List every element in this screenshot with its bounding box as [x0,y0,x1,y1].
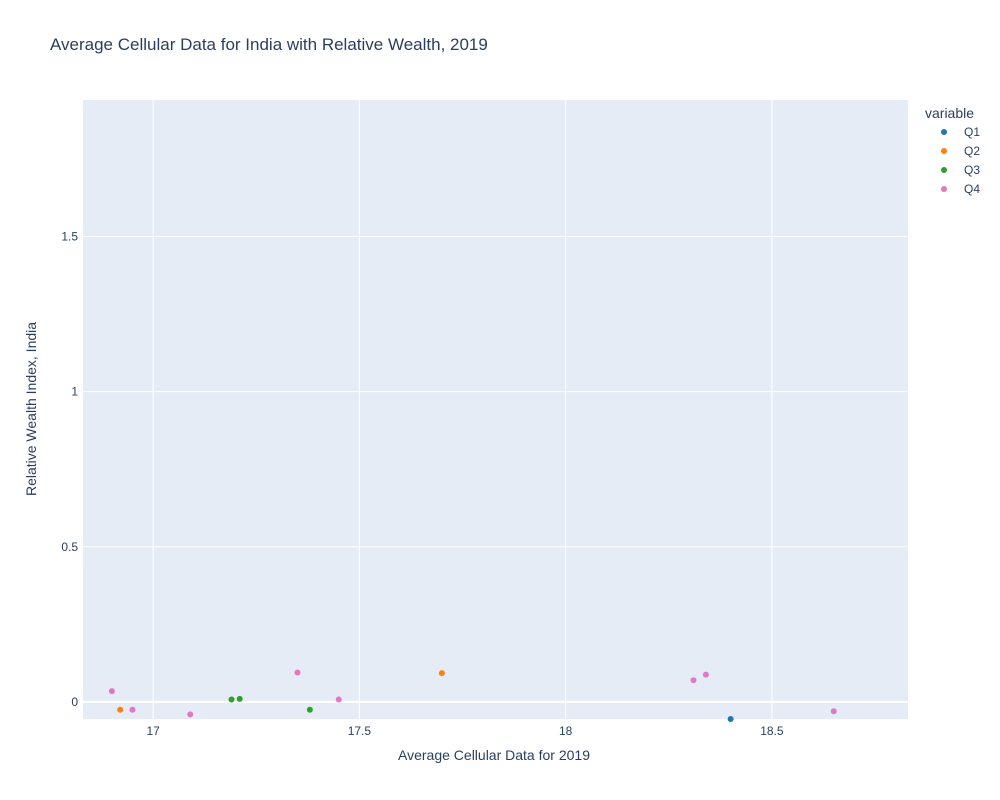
y-tick-label: 1 [71,385,78,399]
legend-label: Q2 [964,144,980,158]
data-point-q4[interactable] [830,708,837,715]
y-axis-ticks: 0 0.5 1 1.5 [61,230,78,709]
legend[interactable]: variable Q1 Q2 Q3 Q4 [925,105,980,196]
legend-title: variable [925,105,974,121]
data-point-q4[interactable] [335,696,342,703]
data-point-q3[interactable] [306,706,313,713]
data-point-q1[interactable] [727,716,734,722]
data-point-q4[interactable] [129,706,136,713]
legend-item-q3[interactable]: Q3 [941,163,980,177]
data-point-q4[interactable] [187,711,194,718]
data-point-q3[interactable] [236,695,243,702]
data-point-q2[interactable] [117,706,124,713]
grid-lines [83,100,908,719]
x-axis-ticks: 17 17.5 18 18.5 [146,724,783,738]
data-point-q4[interactable] [702,671,709,678]
legend-marker [941,129,947,135]
legend-marker [941,186,947,192]
legend-label: Q1 [964,125,980,139]
data-point-q2[interactable] [438,670,445,677]
x-tick-label: 18 [559,724,573,738]
plot-area[interactable] [83,100,908,719]
x-tick-label: 17 [146,724,160,738]
legend-item-q1[interactable]: Q1 [941,125,980,139]
data-point-q4[interactable] [690,677,697,684]
data-point-q4[interactable] [108,688,115,695]
y-tick-label: 0 [71,695,78,709]
y-axis-title: Relative Wealth Index, India [23,322,39,496]
legend-marker [941,167,947,173]
data-point-q3[interactable] [228,696,235,703]
data-point-q4[interactable] [294,669,301,676]
y-tick-label: 1.5 [61,230,78,244]
chart-title: Average Cellular Data for India with Rel… [50,35,488,54]
data-points [108,669,837,722]
x-tick-label: 18.5 [760,724,784,738]
legend-marker [941,148,947,154]
x-axis-title: Average Cellular Data for 2019 [398,747,590,763]
x-tick-label: 17.5 [348,724,372,738]
legend-label: Q3 [964,163,980,177]
y-tick-label: 0.5 [61,540,78,554]
legend-item-q4[interactable]: Q4 [941,182,980,196]
legend-item-q2[interactable]: Q2 [941,144,980,158]
legend-label: Q4 [964,182,980,196]
